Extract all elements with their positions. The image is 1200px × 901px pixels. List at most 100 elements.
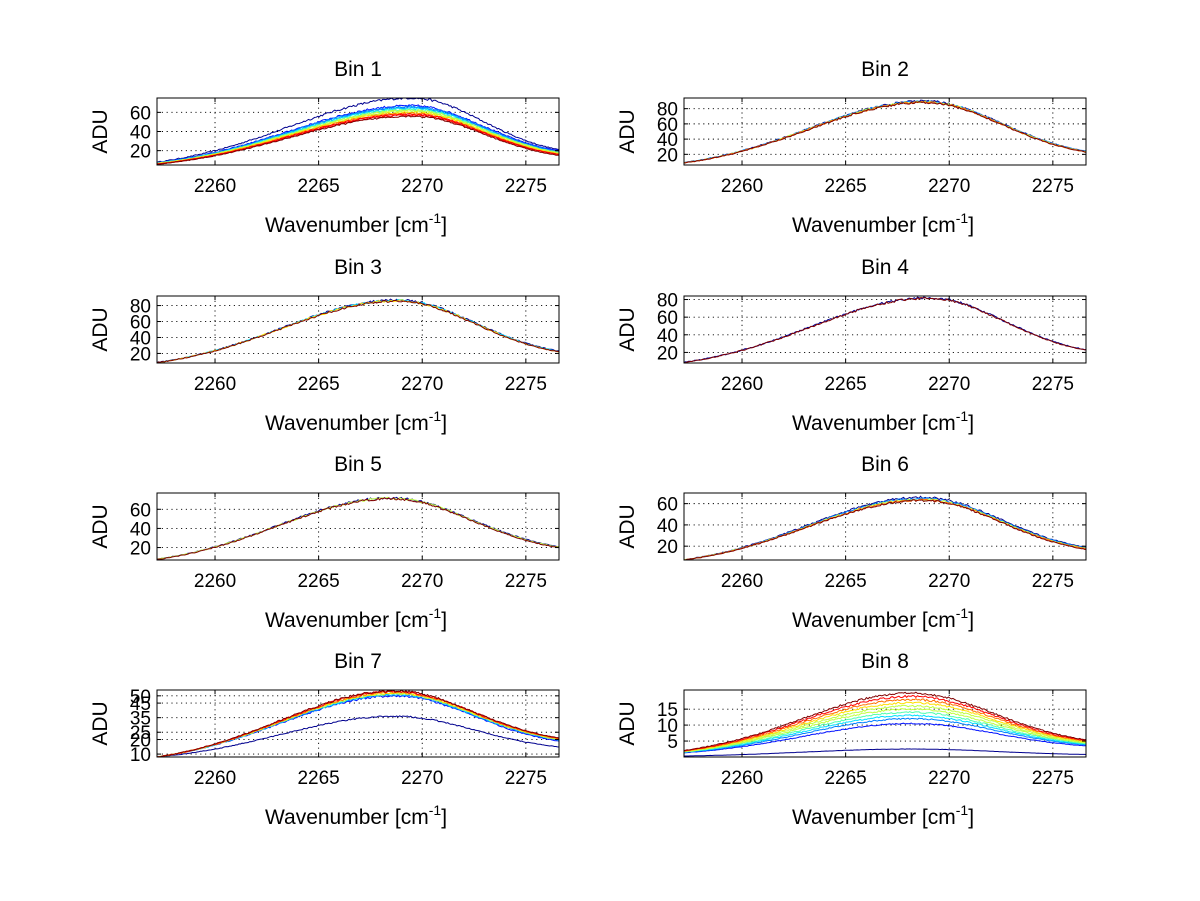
x-tick-label: 2260: [194, 374, 236, 395]
y-tick-label: 20: [130, 731, 151, 752]
series-line: [683, 698, 1087, 752]
x-axis-label-exponent: -1: [956, 408, 969, 424]
x-tick-label: 2265: [297, 374, 339, 395]
y-tick-label: 60: [657, 115, 678, 136]
subplot-title: Bin 6: [861, 453, 909, 476]
x-axis-label-main: Wavenumber [cm: [265, 214, 429, 237]
y-tick-label: 40: [130, 328, 151, 349]
series-line: [683, 748, 1087, 757]
x-axis-label-main: Wavenumber [cm: [792, 214, 956, 237]
x-tick-label: 2275: [505, 768, 547, 789]
series-line: [683, 100, 1087, 164]
x-tick-label: 2270: [928, 176, 970, 197]
y-tick-label: 60: [130, 313, 151, 334]
axes-box: [683, 689, 1087, 758]
series-line: [156, 97, 560, 163]
y-tick-label: 40: [657, 326, 678, 347]
x-axis-label-exponent: -1: [956, 605, 969, 621]
x-axis-label-close: ]: [441, 412, 447, 435]
x-tick-label: 2270: [928, 374, 970, 395]
series-line: [156, 689, 560, 758]
x-axis-label: Wavenumber [cm-1]: [265, 605, 447, 632]
series-line: [683, 704, 1087, 752]
x-tick-label: 2265: [297, 571, 339, 592]
y-axis-label: ADU: [89, 109, 112, 153]
subplot-title: Bin 7: [334, 650, 382, 673]
x-tick-label: 2275: [1032, 571, 1074, 592]
series-line: [156, 299, 560, 364]
x-tick-label: 2265: [297, 768, 339, 789]
y-tick-label: 20: [130, 539, 151, 560]
x-tick-label: 2260: [721, 176, 763, 197]
x-axis-label-main: Wavenumber [cm: [792, 412, 956, 435]
axes-box: [683, 97, 1087, 166]
y-tick-label: 35: [130, 709, 151, 730]
x-axis-label: Wavenumber [cm-1]: [265, 210, 447, 237]
x-tick-label: 2265: [297, 176, 339, 197]
x-tick-label: 2265: [824, 571, 866, 592]
y-axis-label: ADU: [616, 307, 639, 351]
y-tick-label: 20: [130, 344, 151, 365]
y-tick-label: 80: [657, 100, 678, 121]
x-axis-label: Wavenumber [cm-1]: [792, 605, 974, 632]
x-tick-label: 2265: [824, 176, 866, 197]
x-axis-label-main: Wavenumber [cm: [265, 609, 429, 632]
x-tick-label: 2260: [194, 176, 236, 197]
x-axis-label-exponent: -1: [429, 605, 442, 621]
x-axis-label-main: Wavenumber [cm: [265, 806, 429, 829]
y-tick-label: 20: [130, 142, 151, 163]
x-tick-label: 2275: [1032, 374, 1074, 395]
y-tick-label: 40: [130, 519, 151, 540]
x-tick-label: 2270: [401, 768, 443, 789]
y-tick-label: 20: [657, 145, 678, 166]
x-tick-label: 2260: [194, 768, 236, 789]
series-line: [156, 694, 560, 758]
y-tick-label: 60: [657, 495, 678, 516]
axes-box: [156, 492, 560, 561]
x-axis-label-exponent: -1: [429, 802, 442, 818]
series-line: [683, 101, 1087, 164]
y-axis-label: ADU: [616, 109, 639, 153]
x-tick-label: 2275: [505, 571, 547, 592]
series-line: [683, 708, 1087, 753]
x-axis-label: Wavenumber [cm-1]: [792, 210, 974, 237]
y-tick-label: 50: [130, 687, 151, 708]
series-line: [157, 715, 560, 758]
x-axis-label-main: Wavenumber [cm: [792, 806, 956, 829]
x-axis-label-close: ]: [441, 609, 447, 632]
y-tick-label: 80: [657, 291, 678, 312]
x-axis-label: Wavenumber [cm-1]: [265, 408, 447, 435]
x-axis-label-main: Wavenumber [cm: [265, 412, 429, 435]
x-tick-label: 2275: [1032, 176, 1074, 197]
x-axis-label-close: ]: [968, 412, 974, 435]
series-line: [157, 115, 559, 165]
y-tick-label: 25: [130, 723, 151, 744]
series-line: [683, 714, 1087, 753]
x-axis-label-close: ]: [441, 214, 447, 237]
series-line: [684, 497, 1087, 561]
series-line: [683, 717, 1087, 754]
series-line: [684, 499, 1087, 561]
series-line: [683, 701, 1087, 752]
x-axis-label-close: ]: [968, 806, 974, 829]
subplot-title: Bin 5: [334, 453, 382, 476]
y-axis-label: ADU: [89, 307, 112, 351]
x-axis-label-main: Wavenumber [cm: [792, 609, 956, 632]
series-line: [683, 100, 1087, 164]
y-tick-label: 60: [130, 103, 151, 124]
series-line: [156, 497, 560, 561]
x-tick-label: 2270: [928, 768, 970, 789]
x-axis-label-close: ]: [968, 609, 974, 632]
x-axis-label-exponent: -1: [956, 802, 969, 818]
series-line: [683, 691, 1087, 752]
x-tick-label: 2260: [721, 374, 763, 395]
x-axis-label-close: ]: [968, 214, 974, 237]
axes-box: [683, 295, 1087, 364]
y-tick-label: 15: [657, 700, 678, 721]
subplot-title: Bin 4: [861, 256, 909, 279]
x-tick-label: 2265: [824, 768, 866, 789]
